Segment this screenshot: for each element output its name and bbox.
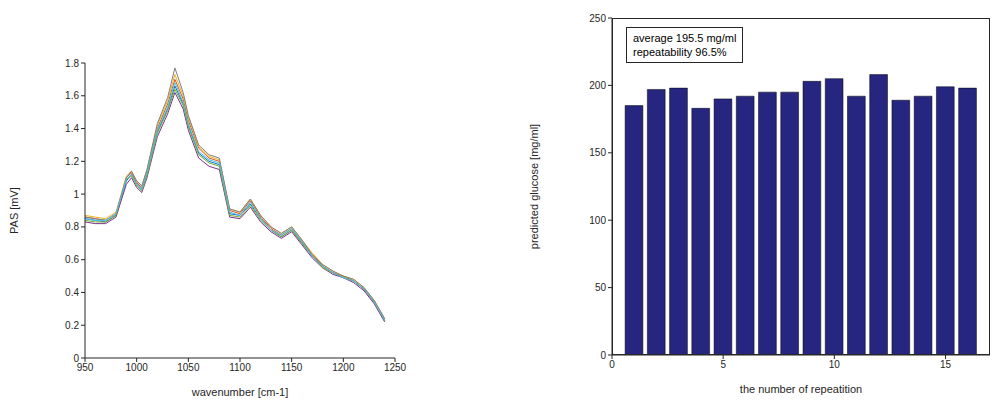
svg-text:5: 5	[720, 359, 726, 370]
svg-text:1100: 1100	[229, 362, 251, 373]
svg-text:10: 10	[829, 359, 841, 370]
svg-text:0.2: 0.2	[65, 320, 79, 331]
svg-text:wavenumber [cm-1]: wavenumber [cm-1]	[191, 386, 289, 398]
svg-text:0: 0	[73, 353, 79, 364]
svg-text:1050: 1050	[177, 362, 200, 373]
svg-text:950: 950	[77, 362, 94, 373]
svg-text:1: 1	[73, 189, 79, 200]
svg-text:0.6: 0.6	[65, 254, 79, 265]
svg-text:1000: 1000	[126, 362, 149, 373]
svg-text:PAS [mV]: PAS [mV]	[8, 187, 20, 234]
svg-text:1.8: 1.8	[65, 58, 79, 69]
svg-text:1.4: 1.4	[65, 123, 79, 134]
svg-text:0.8: 0.8	[65, 221, 79, 232]
svg-text:1200: 1200	[332, 362, 355, 373]
html-text:average 195.5 mg/ml: average 195.5 mg/ml	[633, 32, 737, 44]
svg-text:the number of repeatition: the number of repeatition	[740, 383, 862, 395]
svg-text:predicted glucose [mg/ml]: predicted glucose [mg/ml]	[528, 124, 540, 249]
svg-text:15: 15	[940, 359, 952, 370]
svg-text:1.2: 1.2	[65, 156, 79, 167]
svg-text:150: 150	[589, 147, 606, 158]
svg-text:0.4: 0.4	[65, 287, 79, 298]
html-text:repeatability 96.5%: repeatability 96.5%	[633, 46, 727, 58]
svg-text:1150: 1150	[281, 362, 303, 373]
svg-text:1250: 1250	[384, 362, 407, 373]
svg-text:250: 250	[589, 13, 606, 24]
svg-text:1.6: 1.6	[65, 90, 79, 101]
svg-text:200: 200	[589, 80, 606, 91]
svg-text:0: 0	[609, 359, 615, 370]
svg-text:0: 0	[600, 350, 606, 361]
svg-text:50: 50	[595, 282, 607, 293]
svg-text:100: 100	[589, 215, 606, 226]
